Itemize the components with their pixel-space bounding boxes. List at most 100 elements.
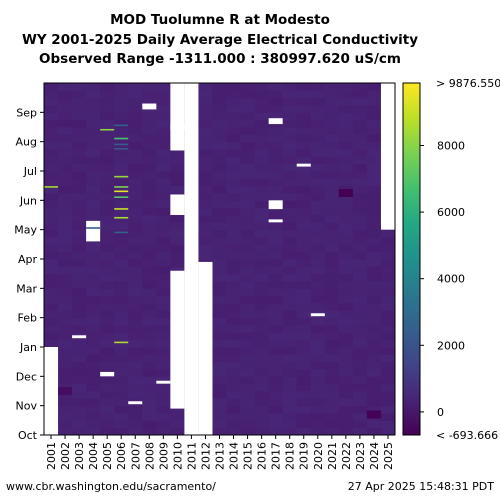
heatmap-cell	[156, 171, 171, 179]
heatmap-cell	[254, 413, 270, 421]
heatmap-cell	[296, 185, 312, 194]
heatmap-cell	[114, 163, 129, 172]
missing-data-block	[268, 219, 283, 223]
heatmap-cell	[212, 295, 227, 304]
heatmap-cell	[198, 193, 213, 201]
heatmap-cell	[114, 119, 129, 128]
heatmap-cell	[86, 317, 101, 326]
missing-data-block	[142, 103, 157, 110]
heatmap-cell	[142, 295, 157, 304]
heatmap-cell	[226, 317, 241, 326]
heatmap-cell	[212, 207, 227, 216]
heatmap-cell	[254, 427, 270, 435]
footer-timestamp: 27 Apr 2025 15:48:31 PDT	[348, 480, 495, 493]
heatmap-cell	[366, 405, 382, 414]
heatmap-cell	[240, 398, 255, 407]
heatmap-cell	[142, 156, 157, 165]
heatmap-cell	[100, 127, 115, 135]
heatmap-cell	[268, 259, 284, 267]
heatmap-cell	[282, 317, 298, 326]
heatmap-cell	[142, 376, 157, 385]
y-tick-label: Dec	[16, 370, 37, 383]
heatmap-cell	[198, 178, 213, 187]
y-tick-label: Jan	[19, 341, 37, 354]
high-value-mark	[114, 216, 129, 219]
heatmap-cell	[366, 361, 382, 370]
missing-data-block	[170, 270, 185, 409]
heatmap-cell	[170, 427, 185, 435]
heatmap-cell	[72, 207, 87, 216]
heatmap-cell	[100, 229, 115, 238]
heatmap-cell	[282, 244, 298, 253]
heatmap-cell	[86, 266, 101, 275]
heatmap-cell	[142, 215, 157, 223]
heatmap-cell	[114, 229, 129, 238]
heatmap-cell	[282, 185, 298, 194]
heatmap-cell	[198, 97, 213, 106]
heatmap-cell	[100, 303, 115, 311]
heatmap-cell	[268, 413, 284, 421]
heatmap-cell	[114, 391, 129, 399]
heatmap-cell	[100, 273, 115, 282]
heatmap-cell	[156, 303, 171, 311]
heatmap-cell	[282, 237, 298, 245]
heatmap-cell	[212, 105, 227, 113]
heatmap-cell	[128, 347, 143, 355]
heatmap-cell	[282, 200, 298, 209]
heatmap-cell	[380, 325, 395, 333]
heatmap-cell	[58, 200, 73, 209]
heatmap-cell	[282, 295, 298, 304]
heatmap-cell	[380, 398, 395, 407]
heatmap-cell	[268, 273, 284, 282]
heatmap-cell	[156, 273, 171, 282]
heatmap-cell	[380, 405, 395, 414]
heatmap-cell	[254, 149, 270, 157]
heatmap-cell	[198, 171, 213, 179]
heatmap-cell	[310, 354, 326, 363]
heatmap-cell	[226, 303, 241, 311]
heatmap-cell	[86, 119, 101, 128]
heatmap-cell	[240, 361, 255, 370]
heatmap-cell	[352, 383, 368, 392]
heatmap-cell	[128, 391, 143, 399]
heatmap-cell	[44, 310, 59, 319]
heatmap-cell	[44, 134, 59, 143]
heatmap-cell	[338, 200, 354, 209]
heatmap-cell	[58, 141, 73, 150]
heatmap-cell	[254, 244, 270, 253]
heatmap-cell	[282, 288, 298, 297]
heatmap-cell	[282, 325, 298, 333]
heatmap-cell	[226, 215, 241, 223]
heatmap-cell	[366, 310, 382, 319]
x-tick-label: 2019	[298, 442, 311, 470]
heatmap-cell	[44, 222, 59, 231]
heatmap-cell	[240, 97, 255, 106]
heatmap-cell	[226, 339, 241, 348]
heatmap-cell	[128, 383, 143, 392]
heatmap-cell	[338, 259, 354, 267]
heatmap-cell	[100, 288, 115, 297]
heatmap-cell	[366, 237, 382, 245]
heatmap-cell	[338, 83, 354, 91]
heatmap-cell	[226, 398, 241, 407]
heatmap-cell	[268, 332, 284, 341]
title-line-1: MOD Tuolumne R at Modesto	[110, 12, 330, 28]
heatmap-cell	[338, 391, 354, 399]
heatmap-cell	[142, 127, 157, 135]
heatmap-cell	[100, 405, 115, 414]
heatmap-cell	[100, 295, 115, 304]
heatmap-cell	[366, 420, 382, 429]
heatmap-cell	[86, 200, 101, 209]
heatmap-cell	[72, 119, 87, 128]
heatmap-cell	[352, 405, 368, 414]
heatmap-cell	[254, 90, 270, 99]
heatmap-cell	[310, 420, 326, 429]
heatmap-cell	[156, 288, 171, 297]
heatmap-cell	[86, 171, 101, 179]
y-tick-label: Apr	[18, 253, 38, 266]
heatmap-cell	[310, 207, 326, 216]
heatmap-cell	[282, 405, 298, 414]
heatmap-cell	[128, 90, 143, 99]
heatmap-cell	[100, 391, 115, 399]
heatmap-cell	[240, 413, 255, 421]
